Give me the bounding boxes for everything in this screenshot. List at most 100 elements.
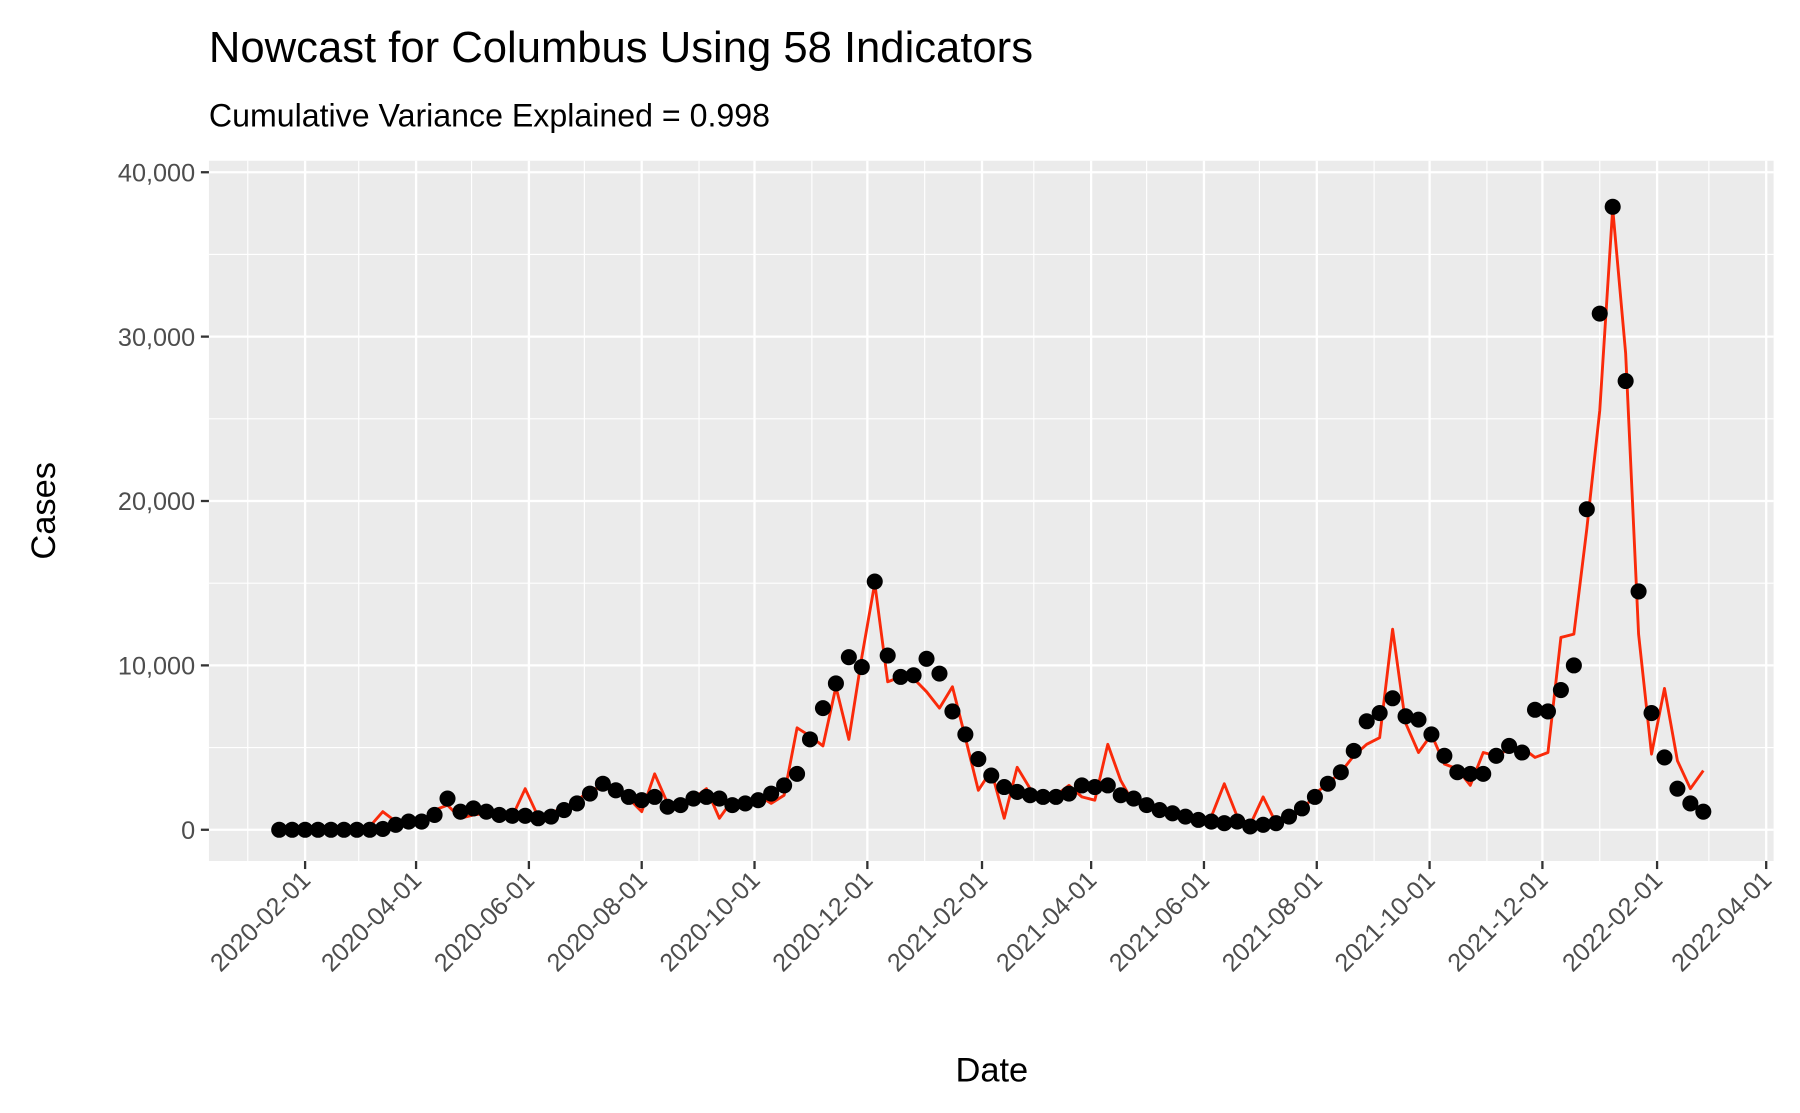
- data-point: [465, 800, 482, 817]
- data-point: [361, 821, 378, 838]
- data-point: [1125, 790, 1142, 807]
- data-point: [568, 795, 586, 812]
- data-point: [763, 785, 780, 802]
- data-point: [1410, 711, 1427, 728]
- data-point: [970, 751, 987, 768]
- data-point: [504, 807, 521, 824]
- data-point: [1436, 747, 1453, 764]
- x-tick-label: 2020-06-01: [429, 866, 540, 977]
- x-tick-label: 2021-04-01: [991, 866, 1102, 977]
- data-point: [607, 782, 624, 799]
- data-point: [1358, 713, 1375, 730]
- data-point: [918, 650, 935, 667]
- chart-title: Nowcast for Columbus Using 58 Indicators: [209, 24, 1033, 72]
- chart-subtitle: Cumulative Variance Explained = 0.998: [209, 97, 770, 133]
- data-point: [517, 807, 534, 824]
- data-point: [672, 797, 689, 814]
- data-point: [1449, 764, 1466, 781]
- x-tick-label: 2020-08-01: [542, 866, 653, 977]
- data-point: [1397, 708, 1414, 725]
- data-point: [853, 658, 870, 676]
- data-point: [1332, 764, 1349, 781]
- data-point: [646, 788, 663, 805]
- data-point: [957, 726, 974, 743]
- data-point: [322, 821, 340, 838]
- x-tick-label: 2022-04-01: [1666, 866, 1777, 977]
- data-point: [1488, 747, 1505, 764]
- data-point: [1022, 787, 1039, 804]
- x-tick-label: 2020-02-01: [205, 866, 316, 977]
- data-point: [996, 778, 1013, 796]
- data-point: [1591, 305, 1608, 322]
- data-point: [1578, 501, 1595, 518]
- data-point: [750, 792, 767, 809]
- data-point: [1009, 783, 1026, 800]
- data-point: [1229, 813, 1246, 830]
- data-point: [335, 821, 352, 838]
- data-point: [801, 731, 819, 748]
- x-tick-label: 2021-08-01: [1217, 866, 1328, 977]
- data-point: [1384, 690, 1401, 707]
- x-tick-label: 2021-06-01: [1104, 866, 1215, 977]
- data-point: [1190, 811, 1207, 828]
- data-point: [737, 795, 754, 812]
- data-point: [879, 647, 896, 664]
- data-point: [478, 803, 495, 820]
- y-axis-title: Cases: [25, 462, 63, 560]
- data-point: [1086, 778, 1103, 796]
- data-point: [944, 703, 961, 720]
- data-point: [1047, 788, 1065, 805]
- data-point: [387, 816, 404, 833]
- x-tick-label: 2021-02-01: [882, 866, 993, 977]
- x-tick-label: 2020-10-01: [655, 866, 766, 977]
- data-point: [1151, 802, 1168, 819]
- data-point: [297, 821, 314, 838]
- marks: [271, 198, 1712, 838]
- data-point: [1630, 583, 1647, 600]
- data-point: [789, 765, 806, 782]
- data-point: [1475, 765, 1492, 782]
- data-point: [491, 806, 508, 824]
- data-point: [983, 767, 1000, 784]
- data-point: [426, 806, 443, 824]
- data-point: [374, 820, 391, 837]
- data-point: [1695, 803, 1712, 820]
- x-tick-label: 2020-12-01: [767, 866, 878, 977]
- data-point: [1203, 813, 1220, 830]
- data-point: [1306, 788, 1323, 805]
- data-point: [1099, 777, 1116, 794]
- data-point: [1565, 657, 1582, 674]
- data-point: [1617, 372, 1634, 390]
- grid: [208, 160, 1774, 861]
- data-point: [1669, 780, 1686, 797]
- data-point: [724, 797, 741, 814]
- data-point: [1643, 705, 1660, 722]
- data-point: [776, 777, 793, 794]
- data-point: [1138, 797, 1155, 814]
- data-point: [271, 821, 288, 838]
- data-point: [685, 790, 702, 807]
- data-point: [659, 798, 676, 815]
- data-point: [1345, 742, 1362, 759]
- x-axis-title: Date: [955, 1051, 1028, 1089]
- data-point: [1242, 818, 1259, 835]
- y-tick-label: 30,000: [118, 324, 195, 352]
- x-tick-label: 2022-02-01: [1557, 866, 1668, 977]
- data-point: [310, 821, 327, 838]
- data-point: [543, 808, 560, 825]
- data-point: [1112, 787, 1129, 804]
- y-tick-label: 20,000: [118, 488, 195, 516]
- data-point: [1423, 726, 1440, 743]
- data-point: [1060, 785, 1077, 802]
- data-point: [1268, 815, 1285, 832]
- data-point: [905, 667, 922, 684]
- data-point: [1526, 701, 1544, 718]
- data-point: [530, 810, 547, 827]
- data-point: [892, 668, 909, 685]
- data-point: [1514, 744, 1531, 761]
- data-point: [1073, 777, 1090, 794]
- data-point: [555, 802, 573, 819]
- data-point: [1604, 198, 1621, 215]
- data-point: [1319, 775, 1336, 792]
